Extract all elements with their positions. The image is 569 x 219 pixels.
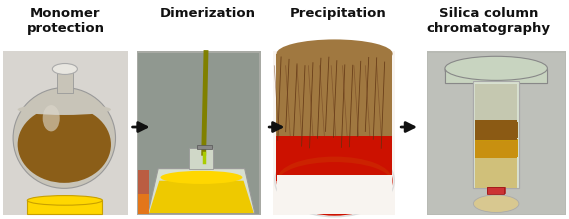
FancyBboxPatch shape (276, 104, 392, 181)
FancyBboxPatch shape (475, 83, 518, 120)
FancyBboxPatch shape (277, 181, 392, 214)
FancyBboxPatch shape (473, 81, 519, 188)
Text: Silica column
chromatography: Silica column chromatography (426, 7, 550, 35)
FancyBboxPatch shape (487, 187, 505, 193)
Text: Precipitation: Precipitation (290, 7, 387, 19)
FancyBboxPatch shape (427, 51, 566, 215)
FancyBboxPatch shape (475, 84, 517, 120)
Ellipse shape (52, 64, 77, 74)
FancyBboxPatch shape (27, 200, 102, 214)
FancyBboxPatch shape (445, 69, 547, 83)
FancyBboxPatch shape (273, 51, 395, 215)
Ellipse shape (18, 104, 111, 115)
FancyBboxPatch shape (276, 54, 392, 136)
FancyBboxPatch shape (277, 175, 392, 214)
FancyBboxPatch shape (475, 139, 518, 157)
Text: Monomer
protection: Monomer protection (26, 7, 105, 35)
Ellipse shape (445, 57, 547, 83)
FancyBboxPatch shape (445, 69, 547, 83)
FancyBboxPatch shape (273, 51, 395, 215)
FancyBboxPatch shape (428, 53, 565, 214)
Ellipse shape (473, 195, 519, 212)
Ellipse shape (445, 56, 547, 80)
FancyBboxPatch shape (475, 158, 517, 188)
FancyBboxPatch shape (189, 148, 213, 169)
Ellipse shape (278, 162, 391, 201)
FancyBboxPatch shape (475, 141, 517, 158)
FancyBboxPatch shape (57, 72, 73, 93)
Ellipse shape (277, 146, 393, 216)
Ellipse shape (277, 39, 393, 68)
FancyBboxPatch shape (473, 81, 519, 188)
FancyBboxPatch shape (475, 120, 517, 140)
FancyBboxPatch shape (428, 52, 566, 214)
FancyBboxPatch shape (138, 194, 149, 214)
Ellipse shape (275, 145, 394, 217)
FancyBboxPatch shape (475, 122, 518, 138)
Ellipse shape (43, 105, 60, 131)
FancyBboxPatch shape (475, 157, 518, 188)
FancyBboxPatch shape (138, 53, 259, 214)
FancyBboxPatch shape (197, 145, 212, 149)
Ellipse shape (160, 171, 242, 184)
Ellipse shape (18, 106, 111, 183)
FancyBboxPatch shape (138, 170, 149, 214)
Text: Dimerization: Dimerization (160, 7, 255, 19)
FancyBboxPatch shape (3, 51, 128, 215)
FancyBboxPatch shape (487, 187, 504, 194)
Ellipse shape (278, 157, 391, 200)
Polygon shape (149, 181, 254, 213)
Ellipse shape (13, 88, 116, 188)
Polygon shape (148, 169, 255, 214)
Ellipse shape (27, 196, 102, 205)
FancyBboxPatch shape (137, 51, 261, 215)
